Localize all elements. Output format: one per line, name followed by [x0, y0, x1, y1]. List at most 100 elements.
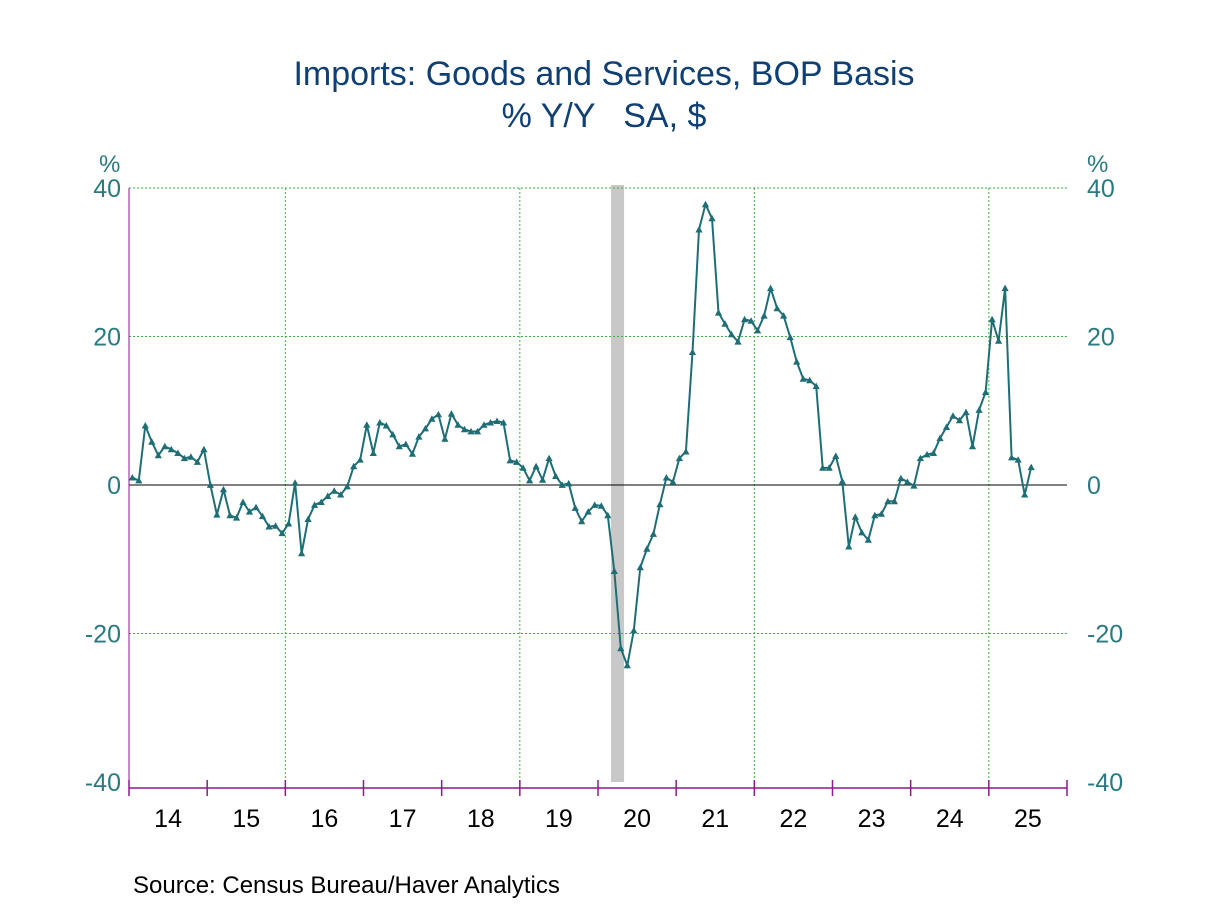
data-point-marker	[610, 567, 618, 574]
data-point-marker	[539, 476, 547, 483]
data-point-marker	[513, 458, 521, 465]
data-point-marker	[877, 510, 885, 517]
data-point-marker	[695, 226, 703, 233]
data-point-marker	[337, 491, 345, 498]
data-point-marker	[376, 419, 384, 426]
x-tick-label: 23	[858, 805, 886, 833]
data-point-marker	[825, 464, 833, 471]
data-point-marker	[812, 382, 820, 390]
data-point-marker	[232, 514, 241, 521]
data-point-marker	[949, 412, 957, 419]
data-point-marker	[434, 410, 442, 418]
data-point-marker	[441, 435, 449, 442]
data-point-marker	[395, 442, 403, 450]
y-tick-label-right: 40	[1087, 175, 1115, 203]
data-point-marker	[845, 543, 853, 550]
data-point-marker	[832, 452, 840, 459]
data-point-marker	[910, 482, 918, 489]
data-point-marker	[995, 337, 1003, 344]
data-point-marker	[871, 511, 879, 519]
data-point-marker	[350, 462, 358, 470]
data-point-marker	[727, 330, 736, 338]
data-point-marker	[591, 501, 599, 508]
data-point-marker	[408, 450, 416, 457]
data-point-marker	[219, 485, 228, 493]
data-point-marker	[193, 458, 201, 465]
data-point-marker	[649, 530, 657, 537]
data-point-marker	[265, 523, 273, 530]
y-unit-left: %	[99, 151, 120, 178]
data-point-marker	[552, 472, 560, 479]
y-tick-label-right: 20	[1087, 324, 1115, 352]
data-point-marker	[793, 358, 801, 365]
data-point-marker	[858, 528, 866, 536]
data-point-marker	[838, 477, 846, 485]
data-point-marker	[473, 427, 482, 435]
data-point-marker	[245, 508, 254, 515]
x-tick-label: 20	[623, 805, 651, 833]
data-point-marker	[285, 520, 293, 527]
data-point-marker	[252, 503, 260, 511]
data-point-marker	[773, 304, 781, 312]
data-point-marker	[317, 498, 325, 505]
data-point-marker	[174, 449, 182, 456]
data-point-marker	[988, 315, 996, 323]
data-point-marker	[180, 454, 188, 462]
data-point-marker	[526, 476, 534, 484]
data-point-marker	[682, 448, 690, 455]
data-point-marker	[741, 315, 749, 323]
data-point-marker	[982, 388, 990, 396]
data-point-marker	[630, 626, 638, 634]
data-point-marker	[623, 661, 631, 669]
data-point-marker	[734, 338, 742, 345]
data-point-marker	[356, 456, 364, 463]
data-point-marker	[942, 423, 951, 430]
data-point-marker	[767, 284, 775, 292]
data-point-marker	[167, 445, 175, 453]
data-point-marker	[799, 375, 807, 382]
data-point-marker	[890, 497, 898, 505]
y-tick-label-right: -40	[1087, 769, 1123, 797]
data-point-marker	[864, 536, 872, 543]
data-point-marker	[669, 478, 677, 485]
data-point-marker	[545, 454, 553, 462]
data-point-marker	[454, 421, 462, 428]
data-point-marker	[604, 511, 612, 519]
data-point-marker	[415, 433, 423, 440]
data-point-marker	[467, 427, 475, 435]
data-point-marker	[747, 317, 755, 324]
x-tick-label: 18	[467, 805, 495, 833]
data-point-marker	[636, 563, 644, 571]
data-point-marker	[754, 327, 762, 334]
series-markers	[128, 200, 1035, 669]
data-point-marker	[311, 501, 319, 508]
data-point-marker	[617, 644, 625, 652]
data-point-marker	[135, 476, 143, 484]
data-point-marker	[330, 487, 338, 494]
data-point-marker	[506, 456, 514, 464]
data-point-marker	[447, 410, 455, 417]
data-point-marker	[714, 309, 723, 316]
data-point-marker	[187, 453, 195, 460]
data-point-marker	[402, 440, 410, 447]
data-point-marker	[1021, 491, 1029, 498]
data-point-marker	[968, 442, 977, 450]
data-point-marker	[701, 200, 710, 208]
data-point-marker	[532, 462, 540, 470]
data-point-marker	[363, 421, 371, 428]
data-point-marker	[148, 438, 156, 445]
y-tick-label-left: 20	[93, 324, 121, 352]
x-tick-label: 22	[780, 805, 808, 833]
x-tick-label: 19	[545, 805, 573, 833]
data-point-marker	[936, 434, 944, 442]
data-point-marker	[955, 416, 964, 424]
data-point-marker	[929, 449, 938, 456]
data-point-marker	[343, 482, 351, 490]
series-line	[131, 201, 1033, 670]
data-point-marker	[272, 522, 280, 529]
recession-band	[611, 185, 625, 782]
data-point-marker	[226, 511, 234, 519]
chart-subtitle: % Y/Y SA, $	[501, 97, 707, 135]
data-point-marker	[382, 422, 390, 429]
data-point-marker	[428, 415, 436, 422]
